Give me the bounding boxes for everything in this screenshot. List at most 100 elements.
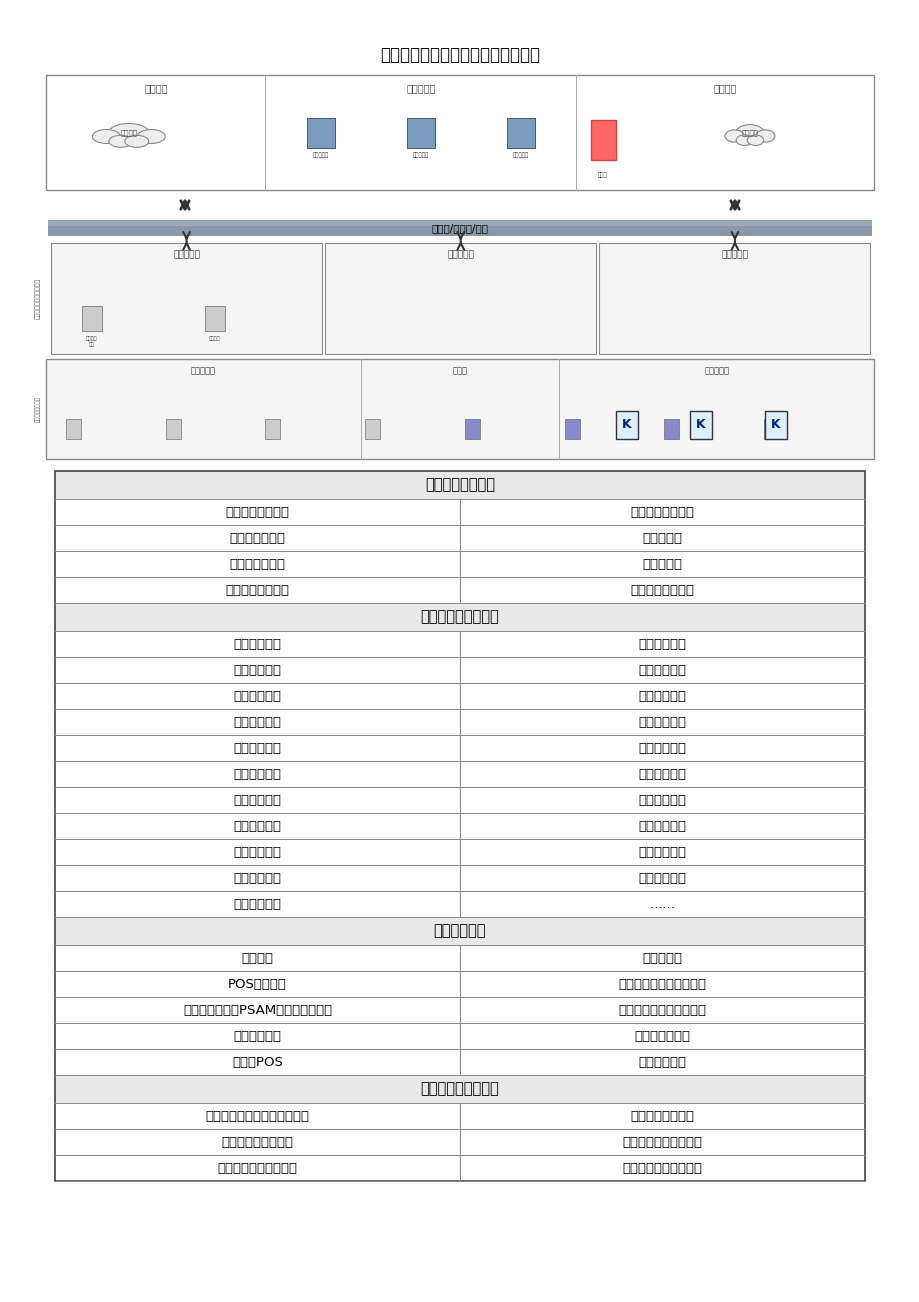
Ellipse shape: [724, 130, 743, 142]
Text: 商务消费管理系统: 商务消费管理系统: [35, 396, 40, 422]
Text: 自助复印系统: 自助复印系统: [638, 793, 686, 806]
Bar: [306, 117, 335, 147]
Text: 注册管理系统: 注册管理系统: [638, 638, 686, 651]
Text: 自助缴费系统: 自助缴费系统: [233, 767, 281, 780]
Text: 查询前置机: 查询前置机: [641, 557, 682, 570]
Bar: [55, 471, 864, 1181]
Text: 卡片系列: 卡片系列: [241, 952, 273, 965]
Text: POS机具系列: POS机具系列: [228, 978, 287, 991]
Text: 电信网络: 电信网络: [741, 129, 757, 135]
Text: 银行接口: 银行接口: [144, 83, 167, 92]
Text: 查询圈存一体机: 查询圈存一体机: [634, 1030, 690, 1043]
Text: 硬件产品系列: 硬件产品系列: [433, 923, 486, 939]
Text: 会议迁到系统: 会议迁到系统: [233, 690, 281, 703]
Bar: [51, 243, 322, 354]
Bar: [689, 411, 711, 439]
Text: 自助转帐终端: 自助转帐终端: [233, 1030, 281, 1043]
Text: 车载系列（系统结构图）: 车载系列（系统结构图）: [618, 978, 706, 991]
Text: 第三方产品接入系列: 第三方产品接入系列: [420, 1082, 499, 1096]
Text: 身份前置机: 身份前置机: [641, 531, 682, 544]
Text: K: K: [621, 418, 630, 431]
Text: 銀行前置机系统: 銀行前置机系统: [229, 557, 285, 570]
Text: 考试管理系统: 考试管理系统: [233, 897, 281, 910]
Bar: [598, 243, 869, 354]
Text: 综合业务前台系统: 综合业务前台系统: [225, 583, 289, 596]
Text: 读卡器系列: 读卡器系列: [641, 952, 682, 965]
Bar: [55, 1075, 864, 1103]
Text: 商务网关（系统结构图）: 商务网关（系统结构图）: [618, 1004, 706, 1017]
Text: 电子支付平台系统: 电子支付平台系统: [225, 505, 289, 518]
Ellipse shape: [108, 135, 132, 147]
Text: 身份识别类: 身份识别类: [703, 366, 729, 375]
Text: 混合类: 混合类: [452, 366, 467, 375]
Text: 商务消费类: 商务消费类: [190, 366, 216, 375]
Text: 身份前置机: 身份前置机: [512, 152, 528, 158]
Text: 电信产品接入系列: 电信产品接入系列: [630, 1109, 694, 1122]
Text: 学籍管理系统: 学籍管理系统: [638, 690, 686, 703]
Bar: [506, 117, 534, 147]
Text: 校园巴士系统: 校园巴士系统: [233, 793, 281, 806]
Text: K: K: [770, 418, 779, 431]
Text: 平台系统软件系列: 平台系统软件系列: [425, 478, 494, 492]
Text: 银行前置机: 银行前置机: [312, 152, 328, 158]
Text: 查询服务类: 查询服务类: [720, 250, 747, 259]
Text: 自助洗衣系统: 自助洗衣系统: [638, 845, 686, 858]
Bar: [204, 306, 224, 331]
Text: 综合前置机: 综合前置机: [412, 152, 428, 158]
Bar: [615, 411, 637, 439]
Text: 银行网络: 银行网络: [120, 129, 137, 135]
Ellipse shape: [754, 130, 774, 142]
Bar: [48, 221, 871, 227]
Bar: [66, 419, 81, 439]
Text: 身份管理前台系统: 身份管理前台系统: [630, 583, 694, 596]
Bar: [664, 419, 679, 439]
Text: 电信接口: 电信接口: [712, 83, 736, 92]
Text: 指纹识别产品接入系列: 指纹识别产品接入系列: [622, 1161, 702, 1174]
Bar: [406, 117, 434, 147]
Text: 收费管理系统: 收费管理系统: [233, 742, 281, 754]
Text: 机房管理系统: 机房管理系统: [233, 716, 281, 729]
Text: 场馆收费产品接入系列: 场馆收费产品接入系列: [217, 1161, 297, 1174]
Text: 自助复印、洗衣产品接入系列: 自助复印、洗衣产品接入系列: [205, 1109, 309, 1122]
Text: 以太网POS: 以太网POS: [232, 1056, 283, 1069]
Bar: [46, 76, 873, 190]
Ellipse shape: [137, 129, 165, 143]
Text: 一卡通管理系统软件平台: 一卡通管理系统软件平台: [35, 277, 40, 319]
Text: 宿舍管理系统: 宿舍管理系统: [638, 664, 686, 677]
Text: 门禁考勤系列: 门禁考勤系列: [638, 1056, 686, 1069]
Text: 身份认证平台系统: 身份认证平台系统: [630, 505, 694, 518]
Bar: [464, 419, 480, 439]
Text: 前台服务类: 前台服务类: [447, 250, 473, 259]
Text: 校园网/企业网/专网: 校园网/企业网/专网: [431, 223, 488, 233]
Text: 医疗管理系统: 医疗管理系统: [638, 767, 686, 780]
Bar: [55, 471, 864, 499]
Bar: [55, 603, 864, 631]
Text: 金龙卡金融化一卡通系统结构示意图: 金龙卡金融化一卡通系统结构示意图: [380, 46, 539, 64]
Ellipse shape: [108, 124, 149, 142]
Text: 综合前置机系统: 综合前置机系统: [229, 531, 285, 544]
Ellipse shape: [746, 135, 763, 146]
Text: 超市收费系统: 超市收费系统: [233, 845, 281, 858]
Text: 学工管理系统: 学工管理系统: [638, 742, 686, 754]
Text: 水电控产品接入系列: 水电控产品接入系列: [221, 1135, 293, 1148]
Text: 电控管理系统: 电控管理系统: [638, 819, 686, 832]
Ellipse shape: [735, 125, 763, 141]
Text: 图书管理系统接入系列: 图书管理系统接入系列: [622, 1135, 702, 1148]
Bar: [46, 359, 873, 460]
Bar: [764, 419, 778, 439]
Bar: [324, 243, 596, 354]
Text: 考勤管理系统: 考勤管理系统: [233, 664, 281, 677]
Text: 授权认证系列（PSAM卡、及读卡器）: 授权认证系列（PSAM卡、及读卡器）: [183, 1004, 332, 1017]
Text: 迎新管理系统: 迎新管理系统: [638, 716, 686, 729]
Text: 水控管理系统: 水控管理系统: [233, 819, 281, 832]
Bar: [590, 120, 615, 160]
Text: ……: ……: [649, 897, 675, 910]
Text: 应用子系统软件系列: 应用子系统软件系列: [420, 609, 499, 625]
Text: 场馆收费系统: 场馆收费系统: [233, 871, 281, 884]
Bar: [82, 306, 102, 331]
Bar: [55, 917, 864, 945]
Text: 停车管理系统: 停车管理系统: [638, 871, 686, 884]
Bar: [764, 411, 786, 439]
Bar: [365, 419, 380, 439]
Bar: [165, 419, 180, 439]
